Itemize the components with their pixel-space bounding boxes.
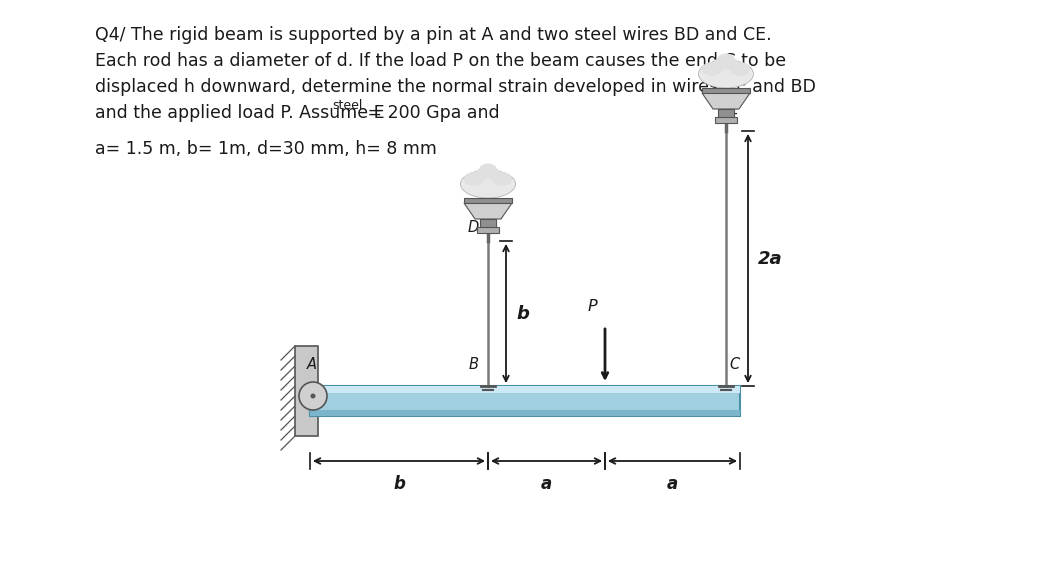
Polygon shape: [702, 93, 750, 109]
Polygon shape: [715, 117, 737, 123]
Circle shape: [299, 382, 327, 410]
Polygon shape: [718, 109, 734, 117]
Text: Each rod has a diameter of d. If the load P on the beam causes the end C to be: Each rod has a diameter of d. If the loa…: [95, 52, 786, 70]
Polygon shape: [310, 386, 740, 416]
Ellipse shape: [713, 58, 729, 70]
Text: D: D: [468, 220, 479, 235]
Ellipse shape: [730, 62, 750, 76]
Polygon shape: [464, 198, 512, 203]
Ellipse shape: [698, 60, 754, 88]
Text: a: a: [541, 475, 552, 493]
Text: 2a: 2a: [758, 249, 783, 267]
Ellipse shape: [479, 163, 497, 177]
Ellipse shape: [460, 170, 516, 198]
Text: and the applied load P. Assume E: and the applied load P. Assume E: [95, 104, 384, 122]
Ellipse shape: [723, 58, 739, 70]
Text: B: B: [469, 357, 479, 372]
Text: A: A: [307, 357, 317, 372]
Text: a: a: [667, 475, 679, 493]
Text: C: C: [729, 357, 739, 372]
Ellipse shape: [475, 168, 491, 180]
Text: b: b: [393, 475, 405, 493]
Polygon shape: [480, 219, 496, 227]
Text: E: E: [729, 108, 738, 123]
Polygon shape: [310, 410, 740, 416]
Text: = 200 Gpa and: = 200 Gpa and: [361, 104, 499, 122]
Text: P: P: [588, 299, 597, 314]
Polygon shape: [702, 88, 750, 93]
Polygon shape: [464, 203, 512, 219]
Polygon shape: [310, 386, 740, 393]
Text: steel: steel: [332, 99, 362, 112]
Polygon shape: [295, 346, 318, 436]
Ellipse shape: [492, 172, 512, 186]
Text: displaced h downward, determine the normal strain developed in wires CE and BD: displaced h downward, determine the norm…: [95, 78, 815, 96]
Ellipse shape: [717, 53, 735, 66]
Text: b: b: [516, 304, 529, 322]
Circle shape: [310, 393, 315, 399]
Ellipse shape: [464, 172, 484, 186]
Text: a= 1.5 m, b= 1m, d=30 mm, h= 8 mm: a= 1.5 m, b= 1m, d=30 mm, h= 8 mm: [95, 140, 436, 158]
Ellipse shape: [485, 168, 501, 180]
Ellipse shape: [702, 62, 722, 76]
Text: Q4/ The rigid beam is supported by a pin at A and two steel wires BD and CE.: Q4/ The rigid beam is supported by a pin…: [95, 26, 772, 44]
Polygon shape: [477, 227, 499, 233]
